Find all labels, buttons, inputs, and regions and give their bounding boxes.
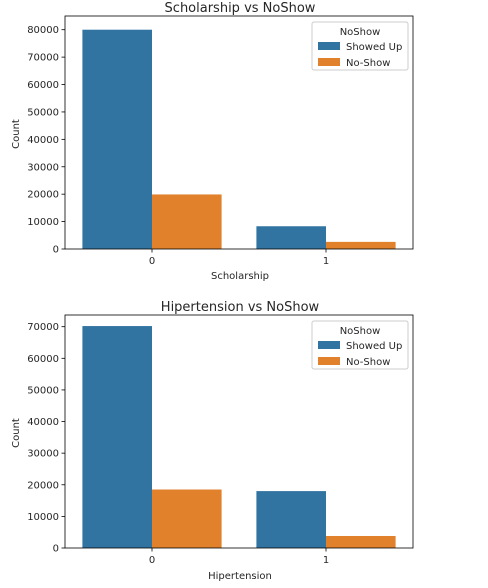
bars-group (82, 326, 396, 548)
bar-showed-up-1 (256, 491, 326, 548)
x-tick-label: 1 (323, 555, 329, 566)
y-tick-label: 70000 (27, 53, 59, 64)
x-axis-label: Scholarship (211, 271, 269, 282)
y-axis-label: Count (11, 418, 22, 448)
legend-title: NoShow (340, 326, 381, 337)
bars-group (82, 29, 396, 249)
y-tick-label: 40000 (27, 135, 59, 146)
legend-items: Showed Up No-Show (318, 341, 402, 368)
legend: NoShow Showed Up No-Show (311, 21, 409, 71)
y-axis-label: Count (11, 119, 22, 149)
y-tick-label: 60000 (27, 354, 59, 365)
y-tick-label: 40000 (27, 417, 59, 428)
legend-label: No-Show (346, 357, 390, 368)
y-tick-label: 50000 (27, 385, 59, 396)
bar-showed-up-0 (82, 326, 152, 548)
bar-no-show-0 (152, 194, 222, 249)
legend-swatch (318, 42, 340, 50)
y-tick-label: 0 (53, 245, 59, 256)
y-ticks: 0 10000 20000 30000 40000 50000 60000 70000 8000… (27, 25, 65, 256)
y-ticks: 0 10000 20000 30000 40000 50000 60000 70000 (27, 322, 65, 555)
legend-label: No-Show (346, 58, 390, 69)
bar-no-show-1 (326, 535, 396, 548)
y-tick-label: 0 (53, 544, 59, 555)
y-tick-label: 80000 (27, 25, 59, 36)
y-tick-label: 30000 (27, 449, 59, 460)
y-tick-label: 20000 (27, 190, 59, 201)
x-axis-label: Hipertension (208, 571, 272, 582)
bar-no-show-0 (152, 489, 222, 548)
legend-label: Showed Up (346, 42, 402, 53)
x-tick-label: 0 (149, 256, 155, 267)
x-tick-label: 0 (149, 555, 155, 566)
plot-frame (64, 314, 414, 549)
chart-title: Scholarship vs NoShow (165, 1, 316, 16)
y-tick-label: 50000 (27, 107, 59, 118)
y-tick-label: 10000 (27, 217, 59, 228)
scholarship-chart: Scholarship vs NoShow Scholarship Count … (11, 1, 414, 282)
chart-title: Hipertension vs NoShow (161, 300, 320, 315)
y-tick-label: 60000 (27, 80, 59, 91)
legend: NoShow Showed Up No-Show (311, 320, 409, 370)
y-tick-label: 70000 (27, 322, 59, 333)
legend-swatch (318, 341, 340, 349)
plot-frame (64, 15, 414, 250)
legend-title: NoShow (340, 27, 381, 38)
y-tick-label: 30000 (27, 162, 59, 173)
legend-swatch (318, 357, 340, 365)
bar-showed-up-1 (256, 226, 326, 249)
x-tick-label: 1 (323, 256, 329, 267)
legend-label: Showed Up (346, 341, 402, 352)
legend-swatch (318, 58, 340, 66)
bar-no-show-1 (326, 241, 396, 249)
bar-showed-up-0 (82, 29, 152, 249)
legend-items: Showed Up No-Show (318, 42, 402, 69)
y-tick-label: 20000 (27, 480, 59, 491)
y-tick-label: 10000 (27, 512, 59, 523)
hipertension-chart: Hipertension vs NoShow Hipertension Coun… (11, 300, 414, 582)
